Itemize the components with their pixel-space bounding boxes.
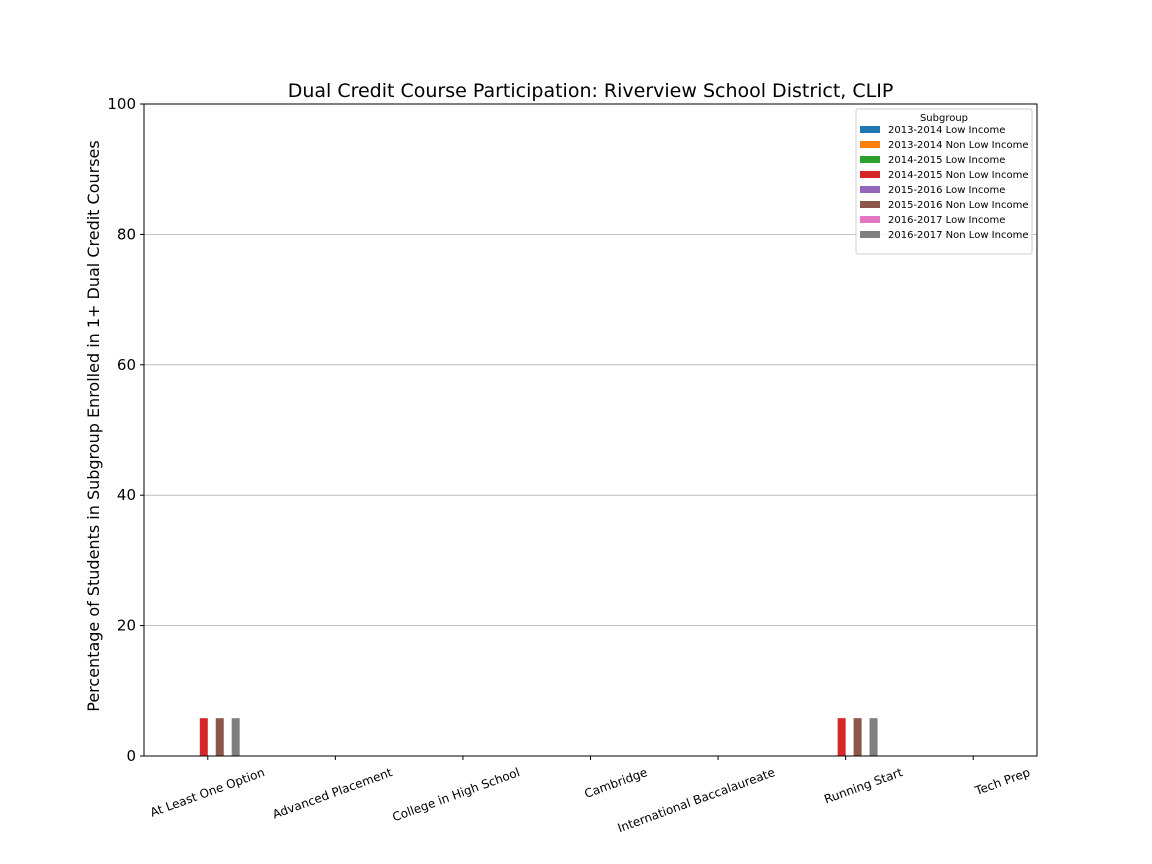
y-tick-label: 100 xyxy=(107,95,136,113)
x-tick-label: Cambridge xyxy=(583,765,650,801)
legend-items: 2013-2014 Low Income 2013-2014 Non Low In… xyxy=(860,125,1028,241)
legend-swatch xyxy=(860,171,880,178)
y-tick-label: 0 xyxy=(126,747,136,765)
bar xyxy=(199,718,208,756)
legend-label: 2014-2015 Non Low Income xyxy=(888,170,1028,181)
bar xyxy=(231,718,240,756)
legend-label: 2015-2016 Non Low Income xyxy=(888,200,1028,211)
legend-title: Subgroup xyxy=(920,113,968,124)
legend-label: 2013-2014 Low Income xyxy=(888,125,1005,136)
legend-swatch xyxy=(860,216,880,223)
x-tick-label: Tech Prep xyxy=(972,765,1032,798)
legend-swatch xyxy=(860,201,880,208)
x-tick-label: College in High School xyxy=(390,765,521,824)
y-tick-label: 80 xyxy=(117,225,136,243)
legend-label: 2016-2017 Non Low Income xyxy=(888,230,1028,241)
legend-box xyxy=(855,108,1033,255)
x-tick-label: Advanced Placement xyxy=(271,765,395,821)
bar xyxy=(869,718,878,756)
x-axis-ticks: At Least One Option Advanced PlacementCol… xyxy=(148,756,1032,835)
legend-label: 2015-2016 Low Income xyxy=(888,185,1005,196)
legend-swatch xyxy=(860,156,880,163)
legend-label: 2016-2017 Low Income xyxy=(888,215,1005,226)
bars xyxy=(199,718,878,756)
x-tick-label: At Least One Option xyxy=(148,765,266,819)
x-tick-label: Running Start xyxy=(822,765,904,806)
bar xyxy=(853,718,862,756)
y-tick-label: 40 xyxy=(117,486,136,504)
bar xyxy=(215,718,224,756)
legend-label: 2013-2014 Non Low Income xyxy=(888,140,1028,151)
legend-swatch xyxy=(860,141,880,148)
legend: Subgroup 2013-2014 Low Income 2013-2014 N… xyxy=(855,108,1033,255)
legend-label: 2014-2015 Low Income xyxy=(888,155,1005,166)
legend-swatch xyxy=(860,186,880,193)
y-tick-label: 60 xyxy=(117,356,136,374)
legend-swatch xyxy=(860,231,880,238)
chart-title: Dual Credit Course Participation: Riverv… xyxy=(288,80,894,102)
grid-lines xyxy=(144,233,1037,626)
legend-swatch xyxy=(860,126,880,133)
y-axis-ticks: 0 20 40 60 80 100 xyxy=(107,95,144,765)
y-axis-label: Percentage of Students in Subgroup Enrol… xyxy=(84,140,103,711)
bar xyxy=(837,718,846,756)
y-tick-label: 20 xyxy=(117,617,136,635)
